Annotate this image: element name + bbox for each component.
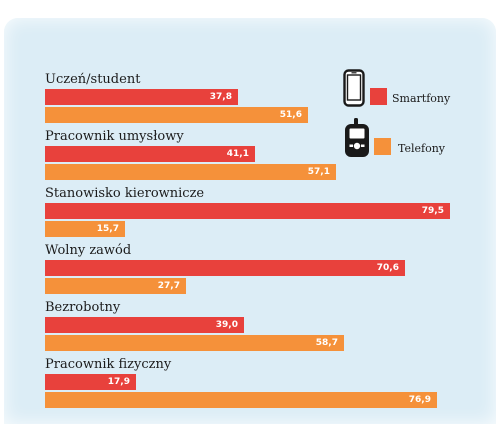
legend-label-smartfony: Smartfony [392, 92, 451, 105]
data-label: 51,6 [279, 110, 302, 120]
data-label: 76,9 [408, 395, 431, 405]
smartphone-icon [343, 69, 365, 107]
bar-smartfony: 39,0 [45, 317, 244, 333]
data-label: 70,6 [376, 263, 399, 273]
legend-swatch-smartfony [370, 88, 387, 105]
data-label: 15,7 [96, 224, 119, 234]
category-label: Pracownik fizyczny [45, 357, 172, 372]
data-label: 41,1 [226, 149, 249, 159]
bar-telefony: 51,6 [45, 107, 308, 123]
legend-label-telefony: Telefony [398, 142, 446, 155]
bar-smartfony: 17,9 [45, 374, 136, 390]
feature-phone-icon [345, 118, 369, 157]
bar-smartfony: 37,8 [45, 89, 238, 105]
category-label: Stanowisko kierownicze [45, 186, 205, 201]
category-label: Wolny zawód [45, 243, 132, 258]
category-label: Bezrobotny [45, 300, 121, 315]
category-label: Uczeń/student [45, 72, 141, 87]
data-label: 17,9 [107, 377, 130, 387]
legend-swatch-telefony [374, 138, 391, 155]
bar-telefony: 15,7 [45, 221, 125, 237]
category-label: Pracownik umysłowy [45, 129, 184, 144]
data-label: 37,8 [209, 92, 232, 102]
data-label: 27,7 [157, 281, 180, 291]
data-label: 39,0 [215, 320, 238, 330]
bar-telefony: 27,7 [45, 278, 186, 294]
bar-telefony: 76,9 [45, 392, 437, 408]
bar-smartfony: 70,6 [45, 260, 405, 276]
data-label: 79,5 [421, 206, 444, 216]
data-label: 57,1 [307, 167, 330, 177]
bar-telefony: 58,7 [45, 335, 344, 351]
bar-smartfony: 79,5 [45, 203, 450, 219]
bar-telefony: 57,1 [45, 164, 336, 180]
bar-smartfony: 41,1 [45, 146, 255, 162]
data-label: 58,7 [315, 338, 338, 348]
